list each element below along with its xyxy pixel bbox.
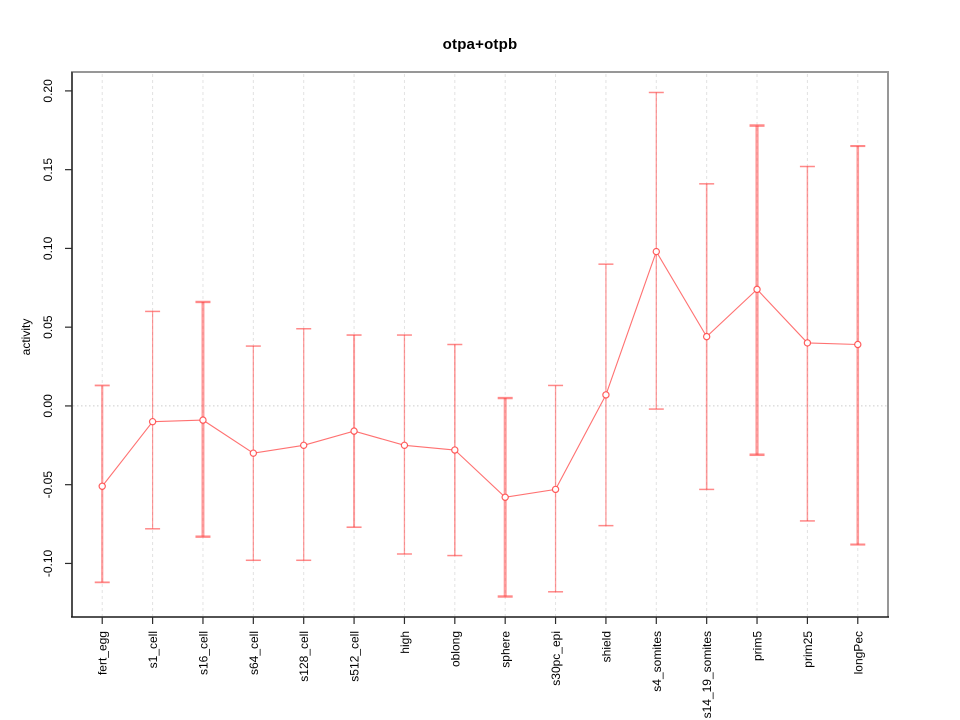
x-tick-label-fert_egg: fert_egg [96, 631, 110, 675]
data-point-s512_cell [350, 427, 358, 435]
data-point-fert_egg [98, 482, 106, 490]
data-point-longPec [854, 340, 862, 349]
data-point-s64_cell [249, 449, 258, 457]
data-point-s14_19_somites [702, 332, 711, 341]
x-tick-label-s4_somites: s4_somites [650, 631, 664, 692]
chart-title: otpa+otpb [442, 36, 518, 53]
x-tick-label-sphere: sphere [499, 631, 513, 668]
data-point-sphere [501, 493, 509, 501]
data-point-s4_somites [652, 247, 660, 256]
y-tick-label--0.05: -0.05 [41, 471, 55, 499]
data-point-s16_cell [199, 416, 207, 424]
y-tick-label-0.20: 0.20 [41, 79, 55, 103]
x-tick-label-s30pc_epi: s30pc_epi [549, 631, 563, 686]
x-tick-label-s1_cell: s1_cell [146, 631, 160, 668]
y-tick-label-0.00: 0.00 [41, 394, 55, 418]
data-point-s1_cell [148, 417, 157, 426]
x-tick-label-s512_cell: s512_cell [348, 631, 362, 682]
data-point-high [400, 441, 409, 450]
data-point-prim5 [753, 285, 761, 294]
data-point-oblong [451, 446, 459, 454]
y-tick-label-0.10: 0.10 [41, 236, 55, 260]
data-point-s128_cell [300, 441, 308, 450]
x-tick-label-s14_19_somites: s14_19_somites [700, 631, 714, 718]
y-tick-label-0.15: 0.15 [41, 158, 55, 182]
y-tick-label-0.05: 0.05 [41, 315, 55, 339]
x-tick-label-oblong: oblong [448, 631, 462, 667]
x-tick-label-s128_cell: s128_cell [297, 631, 311, 682]
x-tick-label-prim5: prim5 [751, 631, 765, 661]
x-tick-label-shield: shield [599, 631, 613, 662]
data-point-prim25 [803, 339, 812, 347]
data-point-s30pc_epi [551, 485, 560, 494]
y-tick-label--0.10: -0.10 [41, 549, 55, 577]
series-line [101, 250, 858, 498]
x-tick-label-prim25: prim25 [801, 631, 815, 668]
x-tick-label-longPec: longPec [851, 631, 865, 674]
x-tick-label-s64_cell: s64_cell [247, 631, 261, 675]
data-point-shield [602, 391, 610, 399]
x-tick-label-high: high [398, 631, 412, 654]
x-tick-label-s16_cell: s16_cell [196, 631, 210, 675]
y-axis-label: activity [19, 319, 33, 356]
